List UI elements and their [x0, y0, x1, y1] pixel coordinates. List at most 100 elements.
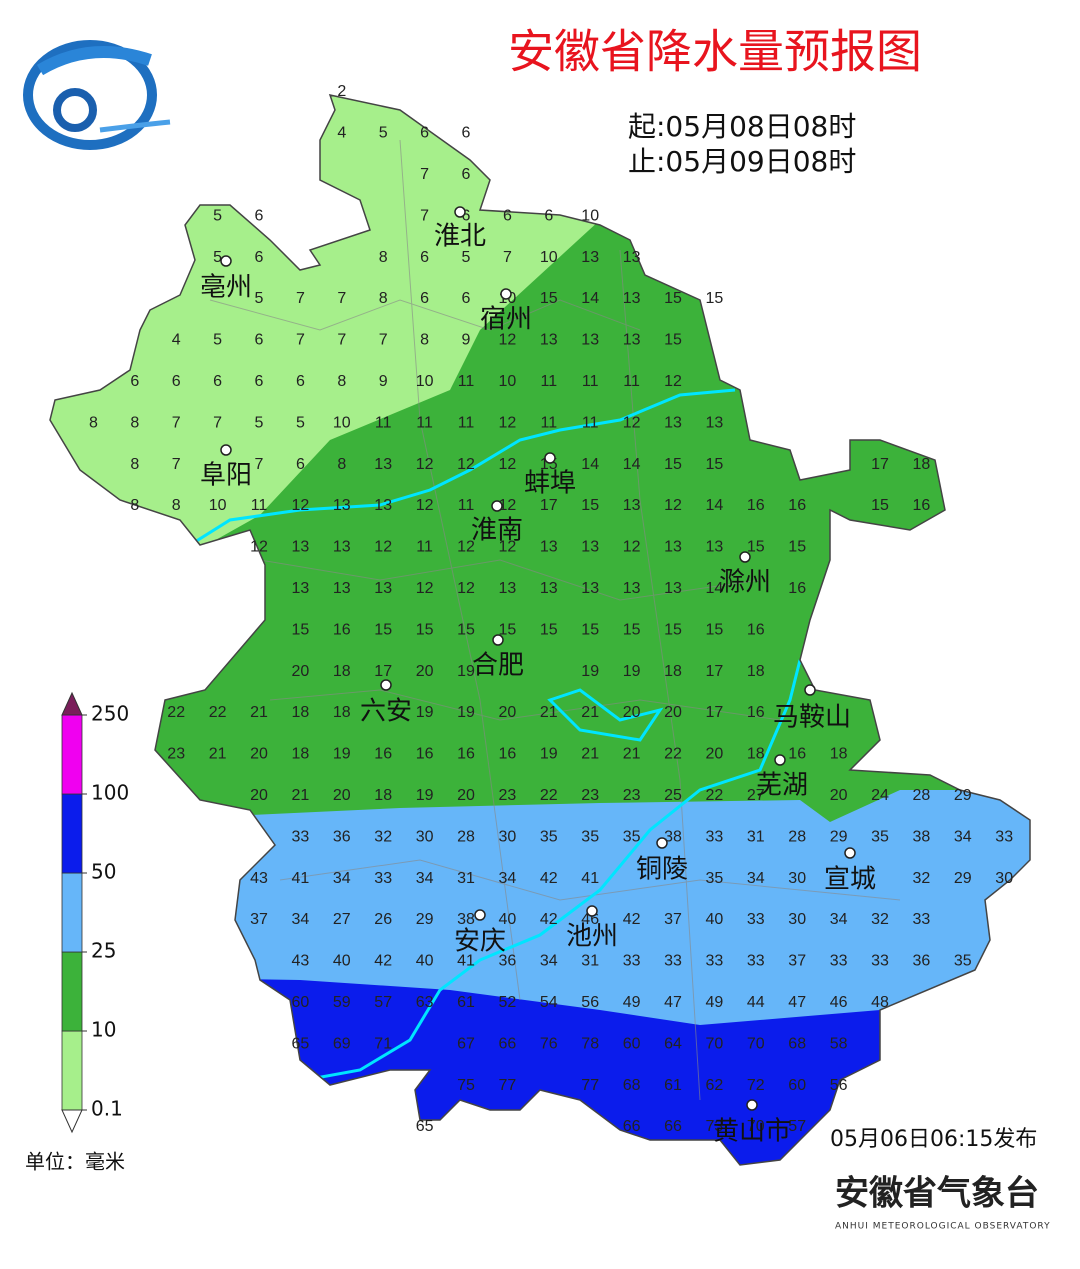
grid-value: 12: [499, 539, 517, 556]
grid-value: 23: [499, 787, 517, 804]
grid-value: 18: [913, 456, 931, 473]
grid-value: 12: [457, 456, 475, 473]
legend-label: 250: [91, 702, 129, 726]
legend-label: 50: [91, 860, 116, 884]
grid-value: 13: [374, 580, 392, 597]
grid-value: 30: [499, 828, 517, 845]
grid-value: 15: [540, 290, 558, 307]
grid-value: 20: [623, 704, 641, 721]
grid-value: 20: [250, 787, 268, 804]
grid-value: 6: [296, 456, 305, 473]
grid-value: 16: [333, 621, 351, 638]
legend: 0.1 10 25 50 100 250: [61, 691, 129, 1134]
grid-value: 21: [209, 746, 227, 763]
grid-value: 14: [706, 497, 724, 514]
grid-value: 4: [337, 125, 346, 142]
grid-value: 7: [255, 456, 264, 473]
grid-value: 19: [457, 663, 475, 680]
grid-value: 34: [292, 911, 310, 928]
grid-value: 19: [333, 746, 351, 763]
grid-value: 30: [416, 828, 434, 845]
grid-value: 15: [747, 539, 765, 556]
grid-value: 18: [333, 663, 351, 680]
grid-value: 28: [457, 828, 475, 845]
grid-value: 28: [913, 787, 931, 804]
grid-value: 5: [213, 332, 222, 349]
city-label: 芜湖: [756, 771, 808, 801]
grid-value: 11: [582, 373, 599, 390]
grid-value: 21: [581, 746, 599, 763]
city-label: 亳州: [200, 273, 252, 303]
grid-value: 33: [706, 953, 724, 970]
grid-value: 15: [706, 290, 724, 307]
grid-value: 66: [499, 1035, 517, 1052]
city-dot: [380, 679, 392, 691]
grid-value: 38: [913, 828, 931, 845]
grid-values: 2456676567666105686571013135778661015141…: [89, 83, 1013, 1135]
title: 安徽省降水量预报图: [508, 25, 922, 79]
city-label: 安庆: [454, 927, 506, 957]
grid-value: 65: [292, 1035, 310, 1052]
grid-value: 16: [747, 704, 765, 721]
grid-value: 15: [664, 621, 682, 638]
grid-value: 6: [172, 373, 181, 390]
grid-value: 13: [374, 456, 392, 473]
grid-value: 12: [416, 456, 434, 473]
grid-value: 12: [457, 539, 475, 556]
grid-value: 5: [255, 290, 264, 307]
grid-value: 36: [913, 953, 931, 970]
grid-value: 21: [292, 787, 310, 804]
legend-cap: [61, 691, 83, 716]
grid-value: 11: [458, 373, 475, 390]
grid-value: 60: [788, 1077, 806, 1094]
grid-value: 13: [623, 497, 641, 514]
grid-value: 13: [623, 249, 641, 266]
grid-value: 11: [540, 373, 557, 390]
grid-value: 47: [788, 994, 806, 1011]
grid-value: 16: [788, 746, 806, 763]
grid-value: 66: [664, 1118, 682, 1135]
grid-value: 40: [333, 953, 351, 970]
grid-value: 13: [581, 332, 599, 349]
grid-value: 20: [706, 746, 724, 763]
legend-cap: [61, 1109, 83, 1134]
grid-value: 35: [540, 828, 558, 845]
grid-value: 5: [213, 249, 222, 266]
grid-value: 73: [706, 1118, 724, 1135]
grid-value: 11: [416, 414, 433, 431]
grid-value: 15: [581, 621, 599, 638]
city-label: 铜陵: [636, 855, 688, 885]
grid-value: 10: [416, 373, 434, 390]
grid-value: 7: [296, 290, 305, 307]
grid-value: 5: [213, 207, 222, 224]
grid-value: 33: [747, 911, 765, 928]
grid-value: 70: [747, 1118, 765, 1135]
grid-value: 35: [954, 953, 972, 970]
grid-value: 61: [664, 1077, 682, 1094]
grid-value: 20: [250, 746, 268, 763]
grid-value: 11: [540, 414, 557, 431]
grid-value: 21: [623, 746, 641, 763]
grid-value: 4: [172, 332, 181, 349]
city-dot: [656, 837, 668, 849]
grid-value: 16: [747, 621, 765, 638]
grid-value: 11: [375, 414, 392, 431]
grid-value: 28: [788, 828, 806, 845]
grid-value: 37: [788, 953, 806, 970]
grid-value: 33: [706, 828, 724, 845]
grid-value: 34: [499, 870, 517, 887]
grid-value: 35: [706, 870, 724, 887]
grid-value: 21: [250, 704, 268, 721]
grid-value: 27: [333, 911, 351, 928]
legend-label: 0.1: [91, 1097, 123, 1121]
grid-value: 12: [499, 497, 517, 514]
grid-value: 78: [581, 1035, 599, 1052]
grid-value: 12: [499, 456, 517, 473]
grid-value: 52: [499, 994, 517, 1011]
grid-value: 49: [706, 994, 724, 1011]
city-label: 阜阳: [200, 461, 252, 491]
grid-value: 30: [788, 911, 806, 928]
grid-value: 47: [664, 994, 682, 1011]
legend-label: 25: [91, 939, 116, 963]
grid-value: 14: [581, 456, 599, 473]
